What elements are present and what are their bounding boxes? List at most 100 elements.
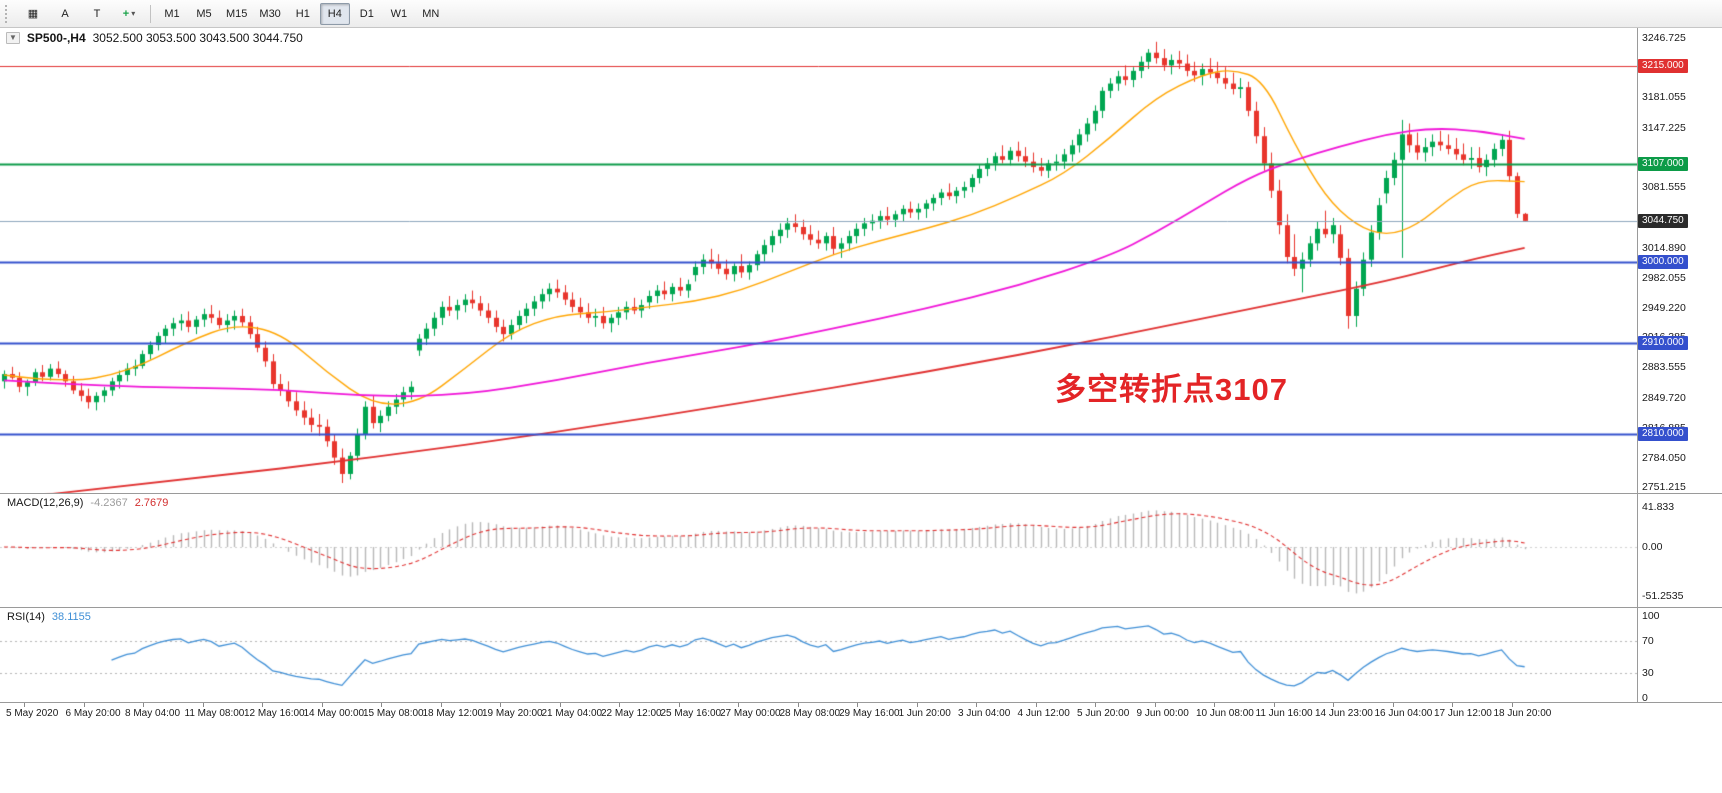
- time-axis-tick: [202, 703, 204, 707]
- time-axis-tick: [976, 703, 977, 707]
- macd-pane-canvas[interactable]: [0, 494, 1637, 607]
- time-axis-tick: [1452, 703, 1453, 707]
- time-axis-label: 27 May 00:00: [720, 708, 781, 719]
- price-tick-label: 2751.215: [1642, 481, 1686, 494]
- time-axis-tick: [559, 703, 561, 707]
- toolbar-left-group: ▦ A T + ▾: [4, 3, 144, 25]
- time-axis-tick: [1095, 703, 1096, 707]
- time-axis[interactable]: 5 May 2020 6 May 20:00 8 May 04:00 11 May 0…: [0, 702, 1722, 725]
- price-line-badge: 3107.000: [1638, 157, 1688, 172]
- macd-signal-value: 2.7679: [134, 497, 169, 509]
- timeframe-w1-button[interactable]: W1: [390, 7, 408, 20]
- time-axis-tick: [381, 703, 382, 707]
- time-axis-label: 9 Jun 00:00: [1136, 708, 1189, 719]
- price-tick-label: 2982.055: [1642, 271, 1686, 284]
- time-axis-label: 14 Jun 23:00: [1315, 708, 1373, 719]
- time-axis-tick: [797, 703, 799, 707]
- price-tick-label: 3147.225: [1642, 121, 1686, 134]
- time-axis-tick: [440, 703, 442, 707]
- time-axis-label: 3 Jun 04:00: [958, 708, 1011, 719]
- timeframe-m1-button[interactable]: M1: [164, 7, 180, 20]
- time-axis-tick: [83, 703, 85, 707]
- chart-menu-icon[interactable]: ▼: [6, 32, 20, 44]
- time-axis-tick: [262, 703, 263, 707]
- indicators-list-button-icon: +: [122, 7, 130, 20]
- rsi-pane-canvas[interactable]: [0, 608, 1637, 702]
- main-chart-canvas[interactable]: [0, 28, 1637, 494]
- time-axis-tick: [1333, 703, 1334, 707]
- time-axis-label: 5 Jun 20:00: [1077, 708, 1130, 719]
- macd-tick-label: 0.00: [1642, 541, 1663, 553]
- macd-axis[interactable]: 41.833 0.00 -51.2535: [1637, 494, 1722, 607]
- timeframe-h1-button[interactable]: H1: [295, 7, 310, 20]
- rsi-label: RSI(14) 38.1155: [7, 611, 91, 623]
- time-axis-tick: [1035, 703, 1037, 707]
- text-tool-button[interactable]: T: [82, 3, 112, 25]
- arrow-tool-button[interactable]: A: [50, 3, 80, 25]
- time-axis-label: 14 May 00:00: [303, 708, 365, 719]
- rsi-axis[interactable]: 100 70 30 0: [1637, 608, 1722, 704]
- price-tick-label: 3181.055: [1642, 91, 1686, 104]
- rsi-value: 38.1155: [51, 611, 91, 623]
- time-axis-tick: [738, 703, 739, 707]
- rsi-tick-label: 100: [1642, 610, 1660, 622]
- timeframe-m5-button[interactable]: M5: [196, 7, 212, 20]
- timeframe-d1-button[interactable]: D1: [359, 7, 374, 20]
- rsi-name: RSI(14): [7, 611, 45, 623]
- price-tick-label: 3081.555: [1642, 181, 1686, 194]
- time-axis-tick: [143, 703, 144, 707]
- timeframe-h4-button[interactable]: H4: [319, 2, 350, 25]
- indicators-list-button[interactable]: + ▾: [114, 3, 144, 25]
- macd-tick-label: -51.2535: [1642, 589, 1684, 602]
- timeframe-bar: M1 M5 M15 M30 H1 H4 D1 W1 MN: [157, 2, 446, 25]
- price-tick-label: 2784.050: [1642, 451, 1686, 464]
- charts-grid-button[interactable]: ▦: [18, 3, 48, 25]
- price-tick-label: 2949.220: [1642, 301, 1686, 314]
- price-line-badge: 3215.000: [1638, 59, 1688, 74]
- time-axis-label: 21 May 04:00: [541, 708, 603, 719]
- time-axis-tick: [500, 703, 501, 707]
- pane-separator: [0, 493, 1722, 494]
- macd-label: MACD(12,26,9) -4.2367 2.7679: [7, 497, 168, 509]
- time-axis-label: 4 Jun 12:00: [1017, 708, 1070, 719]
- price-line-badge: 2910.000: [1638, 336, 1688, 351]
- time-axis-label: 11 May 08:00: [184, 708, 245, 719]
- time-axis-label: 18 Jun 20:00: [1493, 708, 1552, 719]
- time-axis-label: 6 May 20:00: [65, 708, 121, 719]
- rsi-tick-label: 30: [1642, 667, 1654, 680]
- annotation-text: 多空转折点3107: [1055, 372, 1288, 407]
- timeframe-m15-button[interactable]: M15: [226, 7, 248, 20]
- price-tick-label: 2849.720: [1642, 391, 1686, 404]
- time-axis-tick: [619, 703, 620, 707]
- time-axis-label: 25 May 16:00: [660, 708, 722, 719]
- chart-toolbar: ▦ A T + ▾ M1 M5 M15 M30 H1 H4 D1 W1 MN: [0, 0, 1722, 28]
- ohlc-values: 3052.500 3053.500 3043.500 3044.750: [92, 31, 303, 45]
- rsi-tick-label: 0: [1642, 692, 1648, 704]
- time-axis-label: 8 May 04:00: [125, 708, 181, 719]
- time-axis-label: 11 Jun 16:00: [1255, 708, 1313, 719]
- time-axis-label: 10 Jun 08:00: [1196, 708, 1254, 719]
- timeframe-mn-button[interactable]: MN: [422, 7, 440, 20]
- axis-separator-line: [1637, 28, 1638, 702]
- time-axis-tick: [321, 703, 323, 707]
- symbol-timeframe-label: SP500-,H4: [26, 31, 86, 45]
- time-axis-tick: [1392, 703, 1394, 707]
- price-axis[interactable]: 3246.725 3181.055 3147.225 3081.555 3014.890…: [1637, 28, 1722, 494]
- dropdown-caret-icon: ▾: [131, 9, 136, 18]
- price-line-badge: 3044.750: [1638, 213, 1688, 228]
- time-axis-tick: [1214, 703, 1215, 707]
- chart-title: ▼ SP500-,H4 3052.500 3053.500 3043.500 3…: [6, 31, 303, 45]
- toolbar-drag-handle[interactable]: [5, 4, 11, 23]
- pane-separator: [0, 607, 1722, 608]
- price-tick-label: 2883.555: [1642, 361, 1686, 374]
- text-tool-button-label: T: [93, 7, 101, 20]
- arrow-tool-button-label: A: [61, 7, 69, 20]
- timeframe-m30-button[interactable]: M30: [259, 7, 281, 20]
- time-axis-tick: [24, 703, 25, 707]
- time-axis-label: 19 May 20:00: [482, 708, 543, 719]
- price-line-badge: 2810.000: [1638, 426, 1688, 441]
- time-axis-label: 16 Jun 04:00: [1374, 708, 1433, 719]
- price-tick-label: 3014.890: [1642, 241, 1686, 254]
- time-axis-label: 28 May 08:00: [779, 708, 841, 719]
